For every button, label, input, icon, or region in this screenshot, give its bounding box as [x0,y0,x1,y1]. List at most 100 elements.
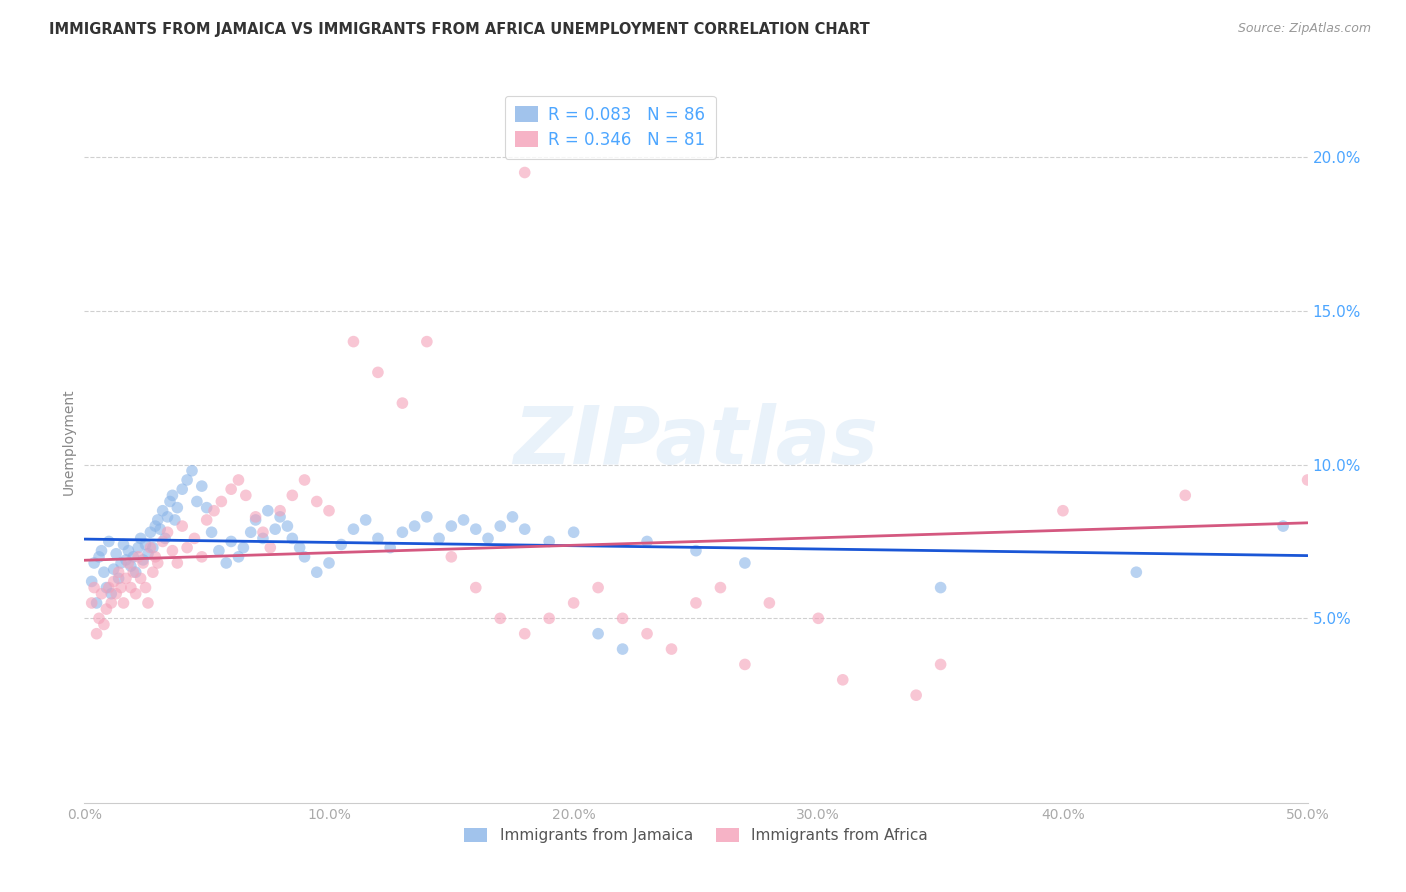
Point [166,556,188,570]
Point [734,657,756,672]
Point [163,513,186,527]
Point [97,581,120,595]
Point [127,541,149,555]
Point [245,509,267,524]
Point [172,519,194,533]
Point [232,541,254,555]
Text: IMMIGRANTS FROM JAMAICA VS IMMIGRANTS FROM AFRICA UNEMPLOYMENT CORRELATION CHART: IMMIGRANTS FROM JAMAICA VS IMMIGRANTS FR… [49,22,870,37]
Point [87,611,110,625]
Point [228,473,250,487]
Point [807,611,830,625]
Point [427,532,450,546]
Point [96,581,118,595]
Point [305,494,328,508]
Point [538,534,561,549]
Point [186,494,208,508]
Point [1346,458,1368,472]
Point [288,541,311,555]
Point [1296,473,1319,487]
Point [112,537,135,551]
Point [172,482,194,496]
Point [129,571,152,585]
Point [391,525,413,540]
Point [264,522,287,536]
Point [502,509,524,524]
Point [831,673,853,687]
Point [586,626,609,640]
Point [112,596,135,610]
Point [685,543,707,558]
Text: Source: ZipAtlas.com: Source: ZipAtlas.com [1237,22,1371,36]
Point [152,504,174,518]
Point [1174,488,1197,502]
Point [83,556,105,570]
Point [354,513,377,527]
Point [142,565,165,579]
Point [115,553,138,567]
Point [235,488,257,502]
Point [330,537,353,551]
Point [440,549,463,564]
Point [734,556,756,570]
Point [1395,473,1406,487]
Point [513,626,536,640]
Point [294,549,316,564]
Point [96,602,118,616]
Point [132,553,155,567]
Point [416,509,439,524]
Text: ZIPatlas: ZIPatlas [513,402,879,481]
Point [612,611,634,625]
Point [166,500,188,515]
Point [636,534,658,549]
Point [195,513,218,527]
Point [342,334,364,349]
Point [305,565,328,579]
Point [1272,519,1295,533]
Point [209,494,232,508]
Point [239,525,262,540]
Point [143,549,166,564]
Point [135,581,157,595]
Point [276,519,298,533]
Point [562,525,585,540]
Point [110,581,132,595]
Point [758,596,780,610]
Point [538,611,561,625]
Point [136,547,159,561]
Point [489,611,512,625]
Point [86,596,108,610]
Point [219,534,242,549]
Point [146,513,169,527]
Point [107,571,129,585]
Point [83,581,105,595]
Point [586,581,609,595]
Point [120,581,142,595]
Point [191,549,214,564]
Point [453,513,475,527]
Point [269,504,291,518]
Point [380,541,402,555]
Point [464,522,486,536]
Point [142,541,165,555]
Point [93,565,115,579]
Point [153,532,176,546]
Point [110,556,132,570]
Point [318,556,340,570]
Point [1052,504,1074,518]
Point [404,519,426,533]
Legend: Immigrants from Jamaica, Immigrants from Africa: Immigrants from Jamaica, Immigrants from… [458,822,934,849]
Point [191,479,214,493]
Point [122,549,145,564]
Point [416,334,439,349]
Point [513,522,536,536]
Point [257,504,280,518]
Point [117,556,139,570]
Point [125,587,148,601]
Point [929,657,952,672]
Point [176,541,198,555]
Point [117,543,139,558]
Point [152,534,174,549]
Point [181,464,204,478]
Point [120,559,142,574]
Point [129,532,152,546]
